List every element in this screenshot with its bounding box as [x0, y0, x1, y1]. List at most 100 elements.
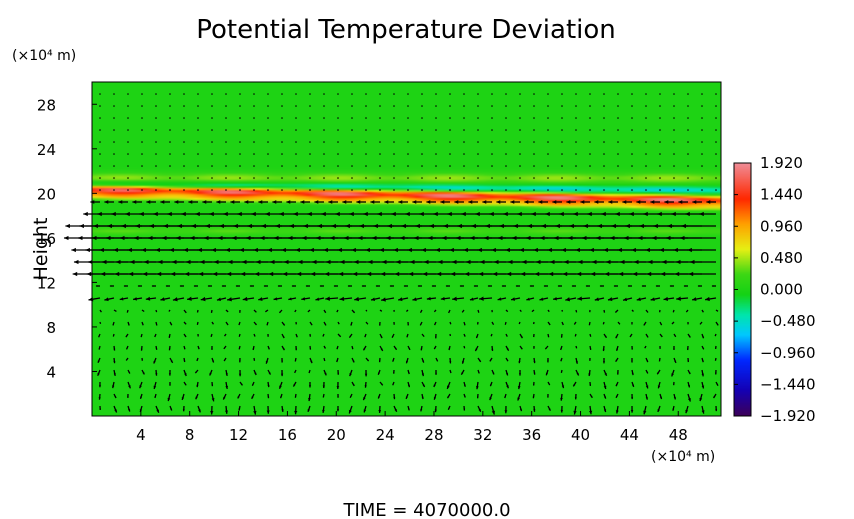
wind-arrow	[433, 393, 437, 400]
wind-arrow	[197, 153, 199, 155]
wind-arrow	[489, 357, 493, 362]
wind-arrow	[449, 153, 451, 155]
wind-arrow	[123, 285, 128, 287]
wind-arrow	[393, 141, 395, 143]
wind-arrow	[211, 117, 213, 119]
wind-arrow	[407, 321, 409, 326]
wind-arrow	[631, 345, 633, 350]
wind-arrow	[449, 93, 451, 95]
wind-arrow	[281, 153, 283, 155]
wind-arrow	[426, 200, 436, 204]
wind-arrow	[183, 309, 187, 314]
wind-arrow	[575, 357, 578, 364]
wind-arrow	[547, 129, 549, 131]
wind-arrow	[669, 285, 674, 287]
wind-arrow	[325, 296, 339, 301]
wind-arrow	[463, 333, 466, 337]
wind-arrow	[314, 200, 324, 204]
wind-arrow	[561, 165, 563, 167]
wind-arrow	[547, 309, 550, 313]
wind-arrow	[267, 177, 269, 179]
wind-arrow	[617, 177, 619, 179]
wind-arrow	[323, 105, 325, 107]
wind-arrow	[141, 189, 143, 191]
wind-arrow	[631, 105, 633, 107]
wind-arrow	[365, 129, 367, 131]
wind-arrow	[221, 285, 226, 287]
wind-arrow	[141, 165, 143, 167]
wind-arrow	[336, 345, 339, 350]
wind-arrow	[347, 285, 352, 287]
wind-arrow	[701, 129, 703, 131]
wind-arrow	[127, 321, 130, 326]
wind-arrow	[617, 321, 621, 325]
wind-arrow	[146, 200, 156, 204]
wind-arrow	[99, 117, 101, 119]
wind-arrow	[421, 393, 424, 400]
wind-arrow	[419, 321, 423, 326]
wind-arrow	[519, 153, 521, 155]
wind-arrow	[294, 369, 297, 374]
wind-arrow	[141, 105, 143, 107]
wind-arrow	[98, 333, 101, 338]
colorbar-tick-label: −1.440	[760, 375, 816, 393]
wind-arrow	[323, 165, 325, 167]
wind-arrow	[585, 285, 590, 287]
wind-arrow	[533, 93, 535, 95]
wind-arrow	[225, 177, 227, 179]
wind-arrow	[267, 393, 270, 399]
wind-arrow	[225, 105, 227, 107]
wind-arrow	[216, 200, 226, 204]
wind-arrow	[463, 405, 466, 411]
wind-arrow	[139, 211, 156, 217]
wind-arrow	[433, 345, 437, 350]
wind-arrow	[154, 393, 157, 399]
wind-arrow	[363, 405, 367, 413]
wind-arrow	[251, 211, 268, 217]
wind-arrow	[267, 93, 269, 95]
wind-arrow	[407, 117, 409, 119]
wind-arrow	[337, 93, 339, 95]
wind-arrow	[421, 129, 423, 131]
wind-arrow	[636, 200, 646, 204]
wind-arrow	[168, 345, 171, 351]
wind-arrow	[379, 333, 383, 339]
wind-arrow	[447, 405, 451, 410]
wind-arrow	[266, 405, 270, 414]
wind-arrow	[701, 369, 704, 377]
wind-arrow	[379, 93, 381, 95]
wind-arrow	[258, 200, 268, 204]
wind-arrow	[273, 297, 283, 301]
wind-arrow	[659, 333, 663, 338]
wind-arrow	[377, 369, 381, 375]
wind-arrow	[406, 333, 409, 338]
wind-arrow	[419, 211, 436, 217]
wind-arrow	[113, 105, 115, 107]
wind-arrow	[337, 165, 339, 167]
wind-arrow	[225, 321, 229, 326]
wind-arrow	[292, 381, 297, 387]
wind-arrow	[463, 189, 465, 191]
wind-arrow	[211, 129, 213, 131]
wind-arrow	[575, 369, 580, 376]
wind-arrow	[225, 165, 227, 167]
wind-arrow	[659, 141, 661, 143]
wind-arrow	[617, 165, 619, 167]
wind-arrow	[419, 309, 423, 313]
wind-arrow	[309, 117, 311, 119]
wind-arrow	[449, 105, 451, 107]
wind-arrow	[477, 153, 479, 155]
wind-arrow	[393, 345, 398, 351]
wind-arrow	[151, 285, 156, 287]
wind-arrow	[533, 189, 535, 191]
wind-arrow	[645, 165, 647, 167]
wind-arrow	[238, 345, 241, 350]
wind-arrow	[706, 200, 716, 204]
wind-arrow	[95, 285, 100, 287]
wind-arrow	[195, 393, 199, 400]
wind-arrow	[657, 381, 661, 389]
wind-arrow	[505, 117, 507, 119]
wind-arrow	[99, 177, 101, 179]
wind-arrow	[281, 345, 285, 351]
wind-arrow	[533, 153, 535, 155]
